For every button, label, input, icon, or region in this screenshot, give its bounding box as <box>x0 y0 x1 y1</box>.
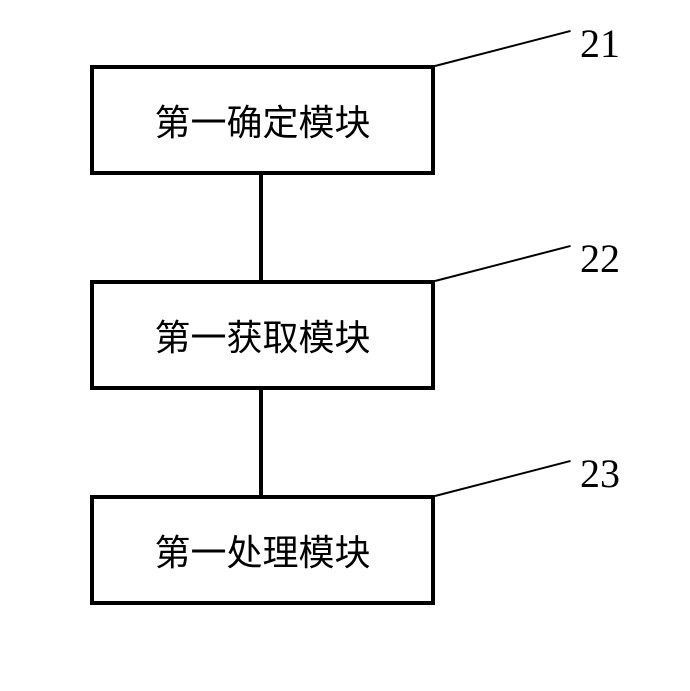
edge-1-2 <box>259 175 263 280</box>
node-tag-3: 23 <box>580 450 620 497</box>
edge-2-3 <box>259 390 263 495</box>
node-tag-1: 21 <box>580 20 620 67</box>
node-module-1: 第一确定模块 <box>90 65 435 175</box>
leader-line-2 <box>435 245 571 282</box>
diagram-canvas: 第一确定模块 21 第一获取模块 22 第一处理模块 23 <box>0 0 690 691</box>
leader-line-3 <box>435 460 571 497</box>
node-label: 第一处理模块 <box>154 524 370 576</box>
node-module-3: 第一处理模块 <box>90 495 435 605</box>
node-label: 第一获取模块 <box>154 309 370 361</box>
node-label: 第一确定模块 <box>154 94 370 146</box>
leader-line-1 <box>435 30 571 67</box>
node-module-2: 第一获取模块 <box>90 280 435 390</box>
node-tag-2: 22 <box>580 235 620 282</box>
